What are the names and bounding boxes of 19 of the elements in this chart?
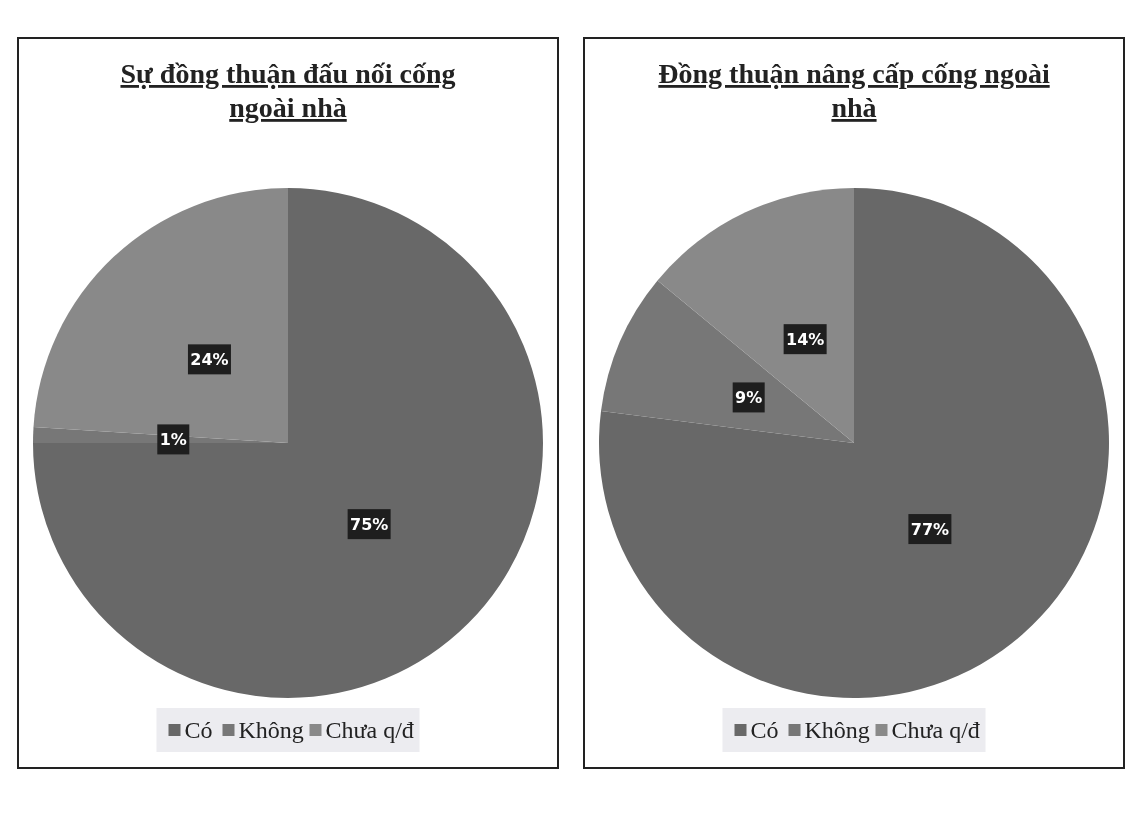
- chart-title: Đồng thuận nâng cấp cống ngoài nhà: [658, 58, 1050, 123]
- data-label: 77%: [910, 520, 950, 540]
- legend-label: Không: [804, 717, 870, 743]
- pie-slice: [33, 188, 543, 698]
- legend-label: Không: [238, 717, 304, 743]
- pie-slice: [599, 188, 1109, 698]
- pie-slice: [657, 188, 854, 443]
- pie-slice: [33, 188, 288, 443]
- data-label: 9%: [735, 388, 763, 408]
- legend-label: Chưa q/đ: [891, 717, 980, 743]
- legend-label: Chưa q/đ: [325, 717, 414, 743]
- chart-title: Sự đồng thuận đấu nối cống ngoài nhà: [120, 58, 456, 123]
- data-label: 14%: [785, 330, 825, 350]
- data-label: 1%: [159, 430, 187, 450]
- pie-slice: [601, 280, 854, 443]
- legend-label: Có: [184, 717, 213, 743]
- legend-label: Có: [750, 717, 779, 743]
- data-label: 24%: [190, 350, 229, 370]
- data-label: 75%: [349, 515, 389, 535]
